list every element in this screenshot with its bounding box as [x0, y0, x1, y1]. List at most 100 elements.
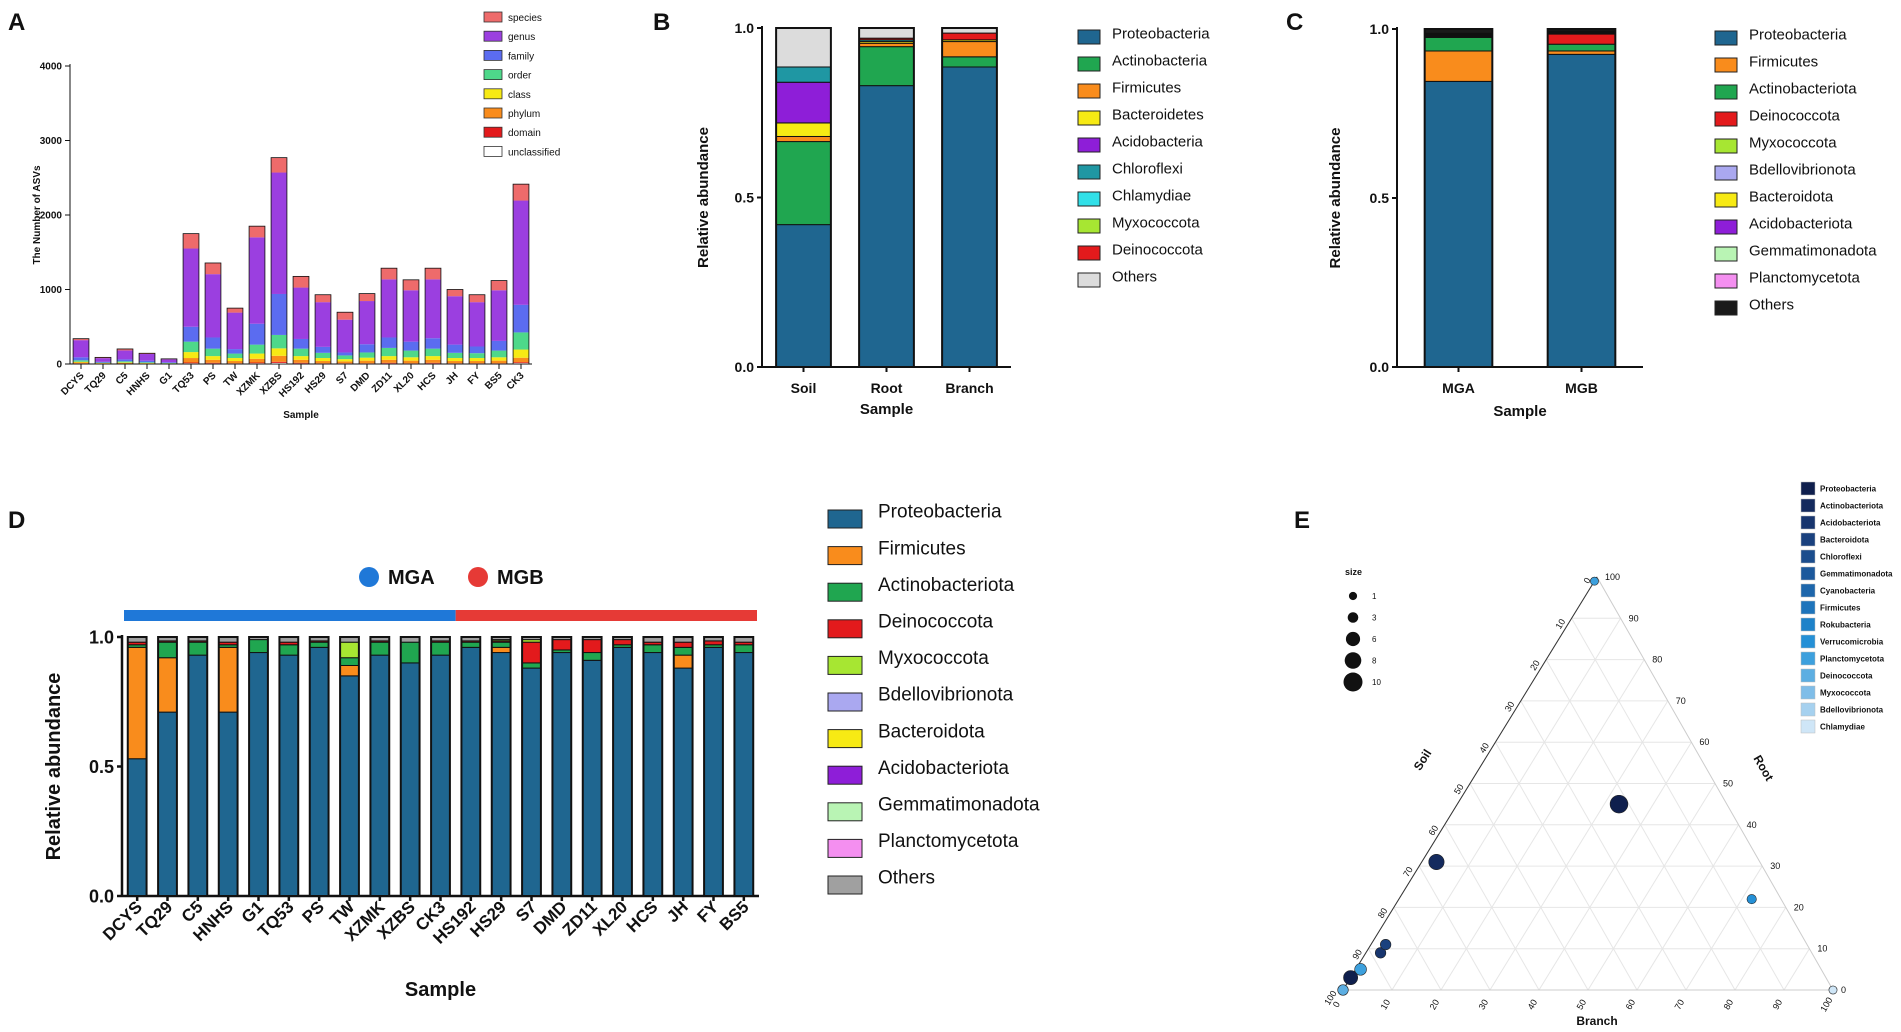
- branch-tick-label: 90: [1771, 998, 1785, 1012]
- group-bar-mgb: [455, 610, 757, 621]
- legend-swatch-family: [483, 50, 503, 61]
- bar-segment-proteobacteria-xl20: [612, 646, 633, 897]
- legend-swatch-planctomycetota: [1714, 273, 1738, 289]
- x-tick-label-mga: MGA: [1442, 380, 1475, 396]
- legend-label-family: family: [508, 51, 534, 62]
- bar-segment-firmicutes-tq29: [157, 657, 178, 713]
- size-legend-label: 3: [1372, 614, 1377, 623]
- bar-segment-family-ps: [205, 337, 221, 349]
- legend-label-verrucomicrobia: Verrucomicrobia: [1820, 638, 1884, 647]
- soil-tick-label: 60: [1427, 824, 1441, 838]
- bar-segment-proteobacteria-tq29: [157, 711, 178, 897]
- legend-swatch-firmicutes: [1077, 83, 1101, 99]
- y-tick-label: 0.5: [1370, 190, 1390, 206]
- legend-label-acidobacteria: Acidobacteria: [1112, 133, 1204, 150]
- panel-label-c: C: [1286, 9, 1303, 36]
- panel-c-chart: 0.0 0.5 1.0 MGA MGB Sample Relative abundance P…: [1327, 21, 1877, 420]
- bar-segment-species-ps: [205, 262, 221, 275]
- bar-segment-order-hs192: [293, 348, 309, 357]
- legend-swatch-myxococcota: [1714, 138, 1738, 154]
- bar-segment-phylum-xzmk: [249, 358, 265, 363]
- root-tick-label: 80: [1652, 655, 1662, 665]
- x-tick-label-bs5: BS5: [483, 370, 505, 392]
- legend-swatch-chloroflexi: [1800, 549, 1816, 564]
- legend-label-others: Others: [1749, 296, 1794, 313]
- x-tick-label-tq29: TQ29: [83, 370, 109, 396]
- legend-swatch-deinococcota: [1800, 668, 1816, 683]
- bar-segment-genus-bs5: [491, 290, 507, 341]
- bar-segment-order-dcys: [73, 360, 89, 362]
- grid-line: [1444, 824, 1540, 991]
- bar-segment-deinococcota-mgb: [1547, 33, 1616, 45]
- bar-segment-phylum-tw: [227, 361, 243, 364]
- bar-segment-order-ps: [205, 348, 221, 357]
- soil-tick-label: 0: [1582, 576, 1593, 586]
- ternary-point: [1380, 938, 1392, 951]
- root-tick-label: 20: [1794, 902, 1804, 912]
- bar-segment-actinobacteriota-tw: [339, 657, 360, 666]
- bar-segment-phylum-s7: [337, 361, 353, 364]
- bar-segment-class-ck3: [513, 349, 529, 358]
- legend-label-myxococcota: Myxococcota: [1749, 134, 1837, 151]
- bar-segment-proteobacteria-g1: [248, 652, 269, 897]
- bar-segment-genus-jh: [447, 296, 463, 345]
- x-axis-title: Sample: [405, 979, 476, 1001]
- legend-swatch-bacteroidota: [827, 729, 863, 749]
- bar-segment-proteobacteria-mga: [1424, 80, 1493, 368]
- soil-tick-label: 80: [1376, 906, 1390, 920]
- bar-segment-firmicutes-root: [858, 42, 915, 48]
- legend-label-firmicutes: Firmicutes: [1749, 53, 1818, 70]
- bar-segment-actinobacteriota-c5: [187, 641, 208, 656]
- legend-swatch-gemmatimonadota: [827, 802, 863, 822]
- legend-label-firmicutes: Firmicutes: [1112, 79, 1181, 96]
- panel-label-a: A: [8, 9, 25, 36]
- branch-axis-title: Branch: [1576, 1014, 1617, 1028]
- y-tick-label: 0.0: [1370, 359, 1390, 375]
- bar-segment-phylum-dmd: [359, 360, 375, 364]
- legend-swatch-rokubacteria: [1800, 617, 1816, 632]
- bar-segment-family-tq53: [183, 326, 199, 342]
- bar-segment-proteobacteria-s7: [521, 667, 542, 897]
- bar-segment-order-fy: [469, 353, 485, 359]
- x-tick-label-tq53: TQ53: [171, 370, 197, 396]
- bar-segment-class-hs29: [315, 358, 331, 362]
- grid-line: [1489, 700, 1669, 991]
- bar-segment-family-xl20: [403, 341, 419, 351]
- y-tick-label: 1.0: [1370, 21, 1390, 37]
- legend-label-others: Others: [1112, 268, 1157, 285]
- x-tick-label-bs5: BS5: [716, 897, 753, 934]
- legend-label-bdellovibrionota: Bdellovibrionota: [1820, 706, 1884, 715]
- x-tick-label-g1: G1: [157, 370, 175, 388]
- x-tick-label-zd11: ZD11: [370, 370, 395, 395]
- panel-label-d: D: [8, 507, 25, 534]
- legend-swatch-verrucomicrobia: [1800, 634, 1816, 649]
- root-tick-label: 10: [1817, 944, 1827, 954]
- x-tick-label-ps: PS: [298, 897, 327, 926]
- bar-segment-species-xzbs: [271, 157, 287, 173]
- root-tick-label: 90: [1629, 613, 1639, 623]
- y-tick-label: 0.5: [89, 757, 114, 777]
- bar-segment-family-xzmk: [249, 323, 265, 345]
- grid-line: [1685, 865, 1763, 991]
- bar-segment-actinobacteriota-ps: [309, 641, 330, 648]
- legend-swatch-bdellovibrionota: [1800, 702, 1816, 717]
- legend-label-gemmatimonadota: Gemmatimonadota: [1749, 242, 1877, 259]
- legend-label-chloroflexi: Chloroflexi: [1112, 160, 1183, 177]
- bar-segment-order-xzmk: [249, 344, 265, 354]
- legend-swatch-proteobacteria: [827, 509, 863, 529]
- bar-segment-deinococcota-xl20: [612, 639, 633, 646]
- legend-label-bacteroidetes: Bacteroidetes: [1112, 106, 1204, 123]
- grid-line: [1783, 948, 1810, 991]
- bar-segment-order-c5: [117, 361, 133, 363]
- bar-segment-class-dmd: [359, 357, 375, 361]
- bar-segment-proteobacteria-branch: [941, 66, 998, 368]
- ternary-point: [1343, 970, 1359, 986]
- bar-segment-domain-ps: [205, 362, 221, 364]
- grid-line: [1418, 865, 1491, 991]
- bar-segment-species-c5: [117, 348, 133, 351]
- bar-segment-family-s7: [337, 352, 353, 356]
- bar-segment-order-bs5: [491, 350, 507, 358]
- bar-segment-actinobacteriota-mgb: [1547, 43, 1616, 52]
